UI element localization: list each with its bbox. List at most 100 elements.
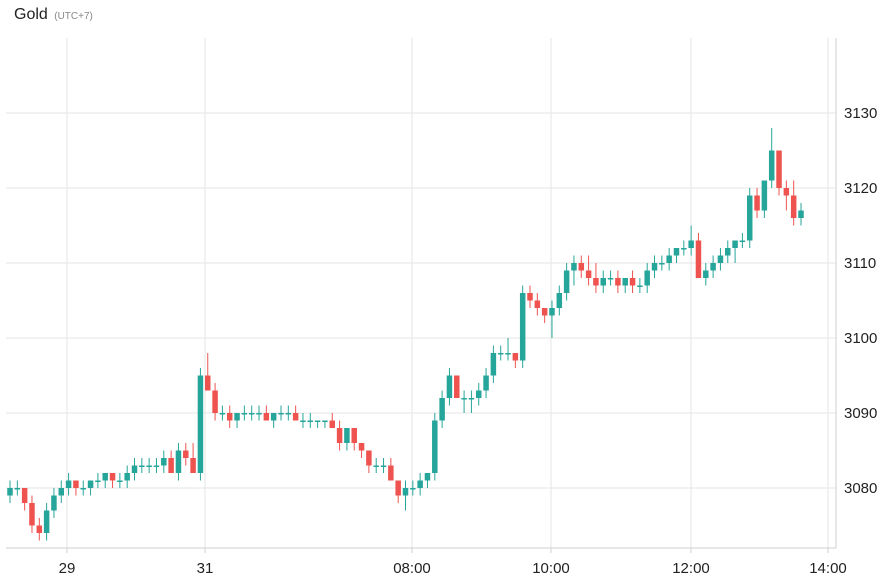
candle bbox=[761, 180, 768, 218]
candle bbox=[519, 285, 526, 368]
candle bbox=[43, 503, 50, 541]
candle bbox=[475, 383, 482, 406]
candle-body bbox=[73, 480, 79, 488]
candle-body bbox=[563, 270, 570, 293]
x-tick-label: 31 bbox=[197, 560, 214, 577]
candle bbox=[87, 480, 94, 496]
candle bbox=[651, 255, 658, 278]
candle-body bbox=[153, 465, 160, 467]
candle bbox=[710, 255, 716, 278]
candle-body bbox=[109, 473, 116, 481]
candle-body bbox=[183, 450, 189, 458]
candle-body bbox=[703, 270, 709, 278]
candle bbox=[578, 255, 585, 278]
candle-body bbox=[58, 488, 65, 496]
candle-body bbox=[300, 420, 306, 422]
candle bbox=[153, 458, 160, 473]
candle bbox=[373, 458, 379, 473]
candle bbox=[300, 413, 306, 428]
candle-body bbox=[366, 450, 372, 466]
candle bbox=[212, 383, 218, 421]
candle bbox=[7, 480, 13, 503]
candle bbox=[366, 450, 372, 473]
candle-body bbox=[29, 503, 35, 526]
candle bbox=[483, 368, 489, 398]
candle-body bbox=[124, 473, 130, 481]
candle-body bbox=[424, 473, 431, 481]
candle bbox=[263, 405, 270, 421]
candle-body bbox=[380, 465, 387, 467]
y-tick-label: 3130 bbox=[844, 105, 877, 122]
candle bbox=[798, 203, 804, 226]
y-tick-label: 3110 bbox=[844, 255, 876, 272]
candle bbox=[644, 263, 650, 293]
candle-body bbox=[146, 465, 152, 467]
candle-body bbox=[732, 240, 738, 248]
candle-body bbox=[717, 255, 724, 263]
candle-body bbox=[556, 293, 563, 308]
candle-body bbox=[205, 375, 211, 391]
candle bbox=[322, 420, 328, 428]
candle bbox=[432, 413, 438, 481]
candle-body bbox=[615, 278, 621, 286]
candle-body bbox=[754, 195, 760, 211]
candle-body bbox=[600, 278, 606, 286]
candle bbox=[468, 390, 475, 413]
candle-body bbox=[329, 420, 336, 428]
candle bbox=[329, 413, 336, 428]
candle-body bbox=[219, 413, 226, 415]
candle bbox=[219, 405, 226, 421]
candle bbox=[746, 188, 753, 248]
candle-body bbox=[285, 413, 292, 415]
candle bbox=[600, 270, 606, 293]
candle-body bbox=[292, 413, 299, 421]
candle-body bbox=[117, 480, 123, 482]
candle-body bbox=[798, 210, 804, 218]
candle bbox=[659, 255, 665, 271]
candle bbox=[512, 353, 519, 368]
y-tick-label: 3120 bbox=[844, 180, 877, 197]
candle bbox=[402, 480, 409, 511]
candle-body bbox=[585, 270, 592, 278]
candle-body bbox=[197, 375, 204, 473]
candle-body bbox=[725, 248, 731, 256]
candle-body bbox=[263, 413, 270, 421]
candle bbox=[241, 405, 248, 421]
candle bbox=[585, 255, 592, 286]
candle bbox=[358, 443, 365, 458]
candle bbox=[783, 180, 790, 211]
candle-body bbox=[344, 428, 350, 443]
candle-body bbox=[651, 263, 658, 271]
x-tick-label: 14:00 bbox=[809, 560, 847, 577]
candle bbox=[673, 248, 680, 263]
candle bbox=[417, 473, 423, 496]
candle bbox=[161, 450, 167, 473]
candle-body bbox=[776, 150, 782, 188]
candle bbox=[410, 480, 416, 496]
candle bbox=[175, 443, 182, 481]
candle bbox=[80, 480, 86, 496]
time-axis: 29 31 08:00 10:00 12:00 14:00 bbox=[6, 547, 847, 577]
candle bbox=[278, 405, 284, 421]
candle bbox=[139, 458, 145, 473]
candle-body bbox=[439, 398, 445, 421]
candle bbox=[615, 270, 621, 293]
candle bbox=[629, 270, 636, 293]
candle-body bbox=[87, 480, 94, 488]
y-tick-label: 3080 bbox=[844, 480, 877, 497]
candle bbox=[248, 405, 255, 421]
candle bbox=[454, 375, 460, 398]
candle bbox=[65, 473, 72, 496]
candle-body bbox=[14, 488, 21, 490]
candle bbox=[226, 405, 233, 428]
candle-body bbox=[102, 473, 108, 481]
candle-body bbox=[541, 308, 548, 316]
candle bbox=[666, 248, 672, 271]
candle-body bbox=[571, 263, 577, 271]
candle-body bbox=[527, 293, 533, 301]
candle bbox=[102, 473, 108, 488]
candle bbox=[790, 180, 797, 226]
candle-body bbox=[695, 240, 702, 278]
candle-body bbox=[593, 278, 599, 286]
